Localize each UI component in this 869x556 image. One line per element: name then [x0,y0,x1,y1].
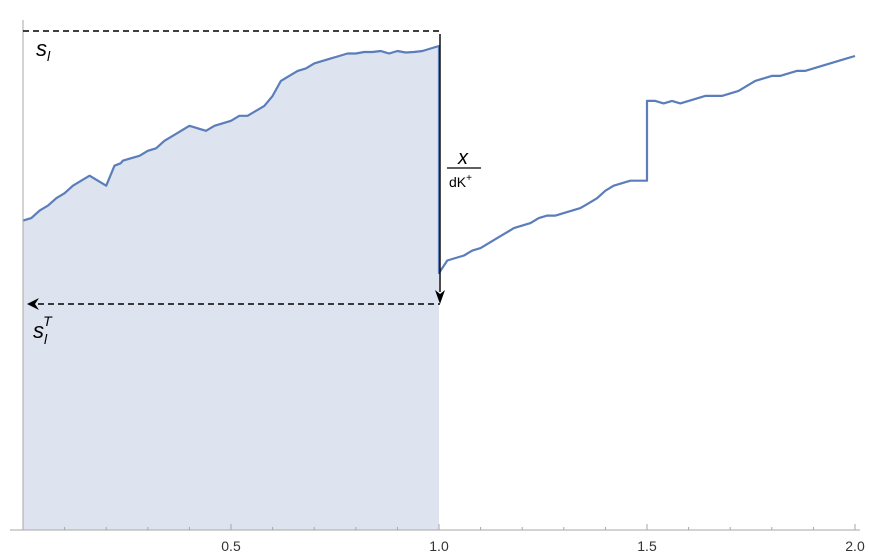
x-ticks: 0.5 1.0 1.5 2.0 [64,524,865,554]
fraction-label: x dK+ [447,147,481,190]
label-s-l: sl [36,36,51,64]
down-arrow-head [435,290,445,304]
series-line [22,44,856,275]
x-tick-label: 0.5 [221,538,241,554]
x-tick-label: 1.0 [429,538,449,554]
left-arrow-head [27,298,39,310]
plot-area [22,44,856,530]
fraction-denominator: dK+ [449,173,472,190]
fraction-numerator: x [457,147,469,169]
x-tick-label: 1.5 [637,538,657,554]
shaded-area [23,46,439,530]
x-tick-label: 2.0 [845,538,865,554]
